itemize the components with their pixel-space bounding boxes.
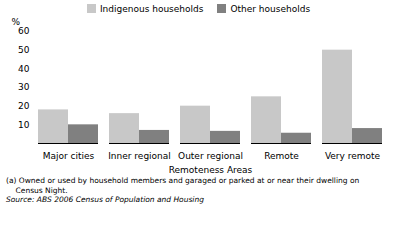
svg-text:60: 60 (18, 26, 30, 36)
svg-text:Major cities: Major cities (43, 151, 95, 161)
svg-text:10: 10 (18, 120, 30, 130)
svg-text:Outer regional: Outer regional (178, 151, 243, 161)
svg-text:50: 50 (18, 45, 30, 55)
svg-text:40: 40 (18, 64, 30, 74)
html-text:(a) Owned or used by household: (a) Owned or used by household members a… (6, 176, 360, 185)
html-text:Indigenous households: Indigenous households (99, 3, 204, 14)
svg-text:Remoteness Areas: Remoteness Areas (169, 165, 253, 175)
svg-text:Very remote: Very remote (325, 151, 381, 161)
html-text:Census Night.: Census Night. (6, 185, 68, 195)
svg-text:Remote: Remote (264, 151, 299, 161)
svg-text:Inner regional: Inner regional (108, 151, 171, 161)
svg-text:20: 20 (18, 101, 30, 111)
html-text:Other households: Other households (230, 3, 311, 14)
html-text:Source: ABS 2006 Census of Pop: Source: ABS 2006 Census of Population an… (6, 195, 204, 204)
svg-text:30: 30 (18, 82, 30, 92)
svg-text:%: % (12, 17, 21, 27)
